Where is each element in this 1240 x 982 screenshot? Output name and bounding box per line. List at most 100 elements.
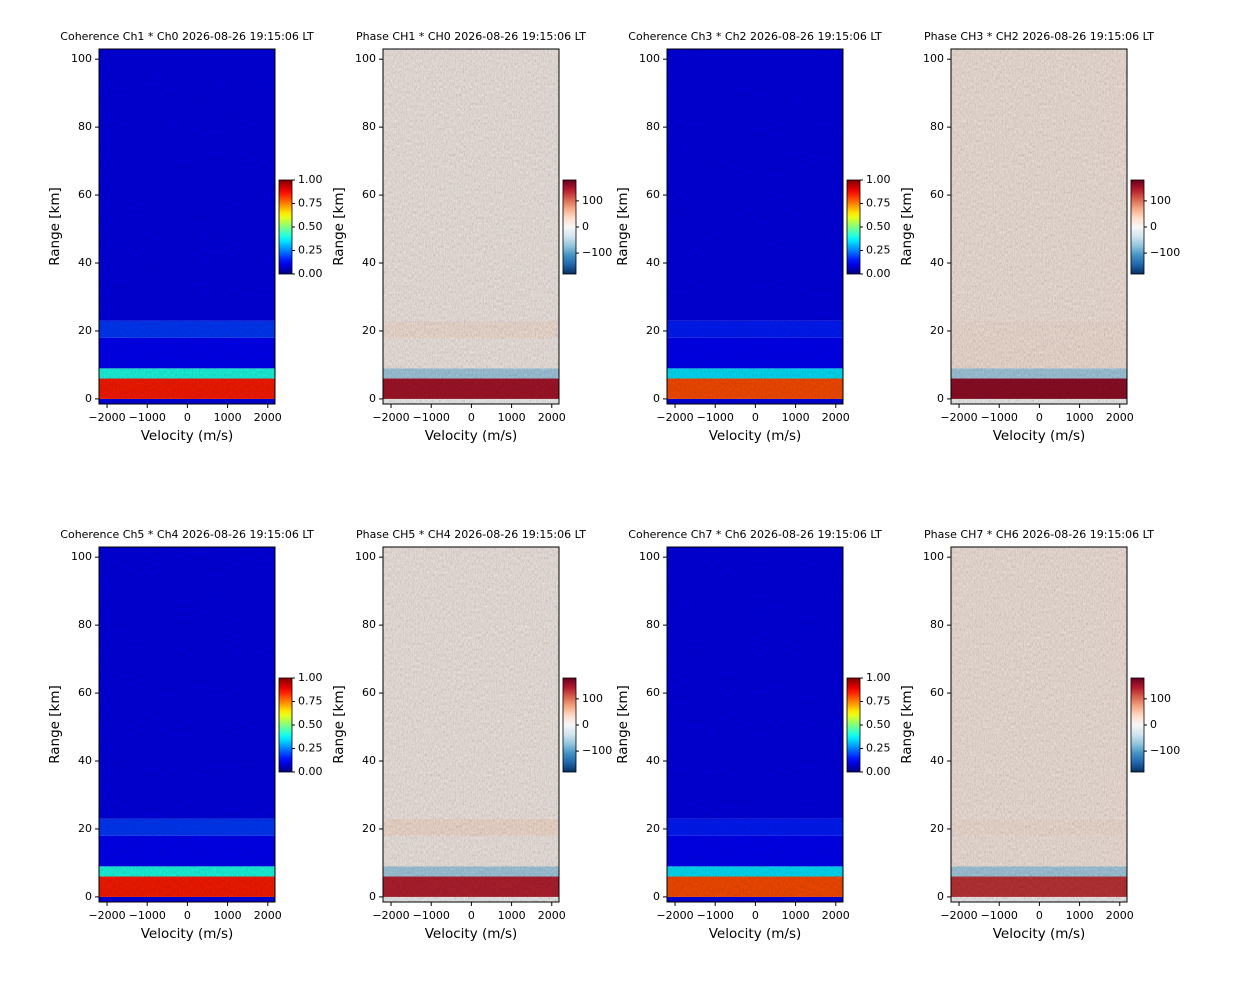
- colorbar-tick-label: 1.00: [298, 173, 323, 186]
- colorbar-tick-label: 0: [1150, 220, 1157, 233]
- x-tick-label: 0: [1036, 909, 1043, 922]
- y-tick-label: 80: [930, 120, 944, 133]
- colorbar-tick-label: 0: [582, 718, 589, 731]
- colorbar-tick-label: 100: [1150, 194, 1171, 207]
- x-tick-label: −1000: [413, 909, 450, 922]
- y-tick-label: 100: [639, 550, 660, 563]
- x-tick-label: 2000: [1106, 909, 1134, 922]
- x-axis-label: Velocity (m/s): [425, 428, 518, 444]
- colorbar-tick-label: 0.75: [866, 695, 891, 708]
- colorbar-tick-label: 0.00: [866, 765, 891, 778]
- x-tick-label: 0: [468, 411, 475, 424]
- x-tick-label: 2000: [254, 411, 282, 424]
- y-tick-label: 100: [355, 550, 376, 563]
- x-tick-label: 0: [752, 909, 759, 922]
- x-axis-label: Velocity (m/s): [425, 926, 518, 942]
- y-tick-label: 60: [646, 188, 660, 201]
- x-tick-label: 1000: [498, 411, 526, 424]
- y-tick-label: 60: [362, 686, 376, 699]
- y-tick-label: 80: [78, 618, 92, 631]
- x-tick-label: −2000: [656, 909, 693, 922]
- y-tick-label: 40: [646, 754, 660, 767]
- x-tick-label: 1000: [214, 909, 242, 922]
- y-tick-label: 20: [646, 324, 660, 337]
- y-tick-label: 0: [85, 890, 92, 903]
- y-tick-label: 20: [362, 324, 376, 337]
- y-tick-label: 60: [930, 188, 944, 201]
- colorbar-tick-label: 0.75: [298, 197, 323, 210]
- y-tick-label: 100: [923, 52, 944, 65]
- colorbar-tick-label: 0.50: [866, 718, 891, 731]
- x-tick-label: 0: [752, 411, 759, 424]
- colorbar-tick-label: −100: [1150, 246, 1180, 259]
- x-tick-label: −2000: [372, 909, 409, 922]
- panel-title: Coherence Ch1 * Ch0 2026-08-26 19:15:06 …: [60, 30, 314, 43]
- y-axis-label: Range [km]: [615, 187, 631, 266]
- panel: Phase CH7 * CH6 2026-08-26 19:15:06 LT −2…: [899, 528, 1180, 942]
- colorbar-tick-label: 0.25: [298, 244, 323, 257]
- panel: Phase CH5 * CH4 2026-08-26 19:15:06 LT −2…: [331, 528, 612, 942]
- panel: Phase CH1 * CH0 2026-08-26 19:15:06 LT −2…: [331, 30, 612, 444]
- colorbar-tick-label: 0.50: [298, 220, 323, 233]
- texture: [951, 547, 1127, 902]
- y-tick-label: 40: [646, 256, 660, 269]
- panel: Phase CH3 * CH2 2026-08-26 19:15:06 LT −2…: [899, 30, 1180, 444]
- x-tick-label: −2000: [656, 411, 693, 424]
- colorbar-tick-label: 0: [582, 220, 589, 233]
- x-tick-label: −1000: [129, 411, 166, 424]
- texture: [99, 49, 275, 404]
- x-tick-label: 2000: [254, 909, 282, 922]
- colorbar: [278, 677, 293, 773]
- y-tick-label: 20: [930, 324, 944, 337]
- colorbar-tick-label: 0.00: [298, 765, 323, 778]
- colorbar-tick-label: 0: [1150, 718, 1157, 731]
- x-tick-label: 2000: [822, 411, 850, 424]
- colorbar: [1130, 179, 1145, 275]
- x-tick-label: 0: [184, 411, 191, 424]
- x-axis-label: Velocity (m/s): [709, 428, 802, 444]
- y-tick-label: 60: [78, 686, 92, 699]
- x-tick-label: 2000: [822, 909, 850, 922]
- x-tick-label: 1000: [782, 909, 810, 922]
- texture: [383, 547, 559, 902]
- y-tick-label: 20: [78, 324, 92, 337]
- x-tick-label: −1000: [981, 909, 1018, 922]
- colorbar: [1130, 677, 1145, 773]
- x-tick-label: −1000: [129, 909, 166, 922]
- texture: [383, 49, 559, 404]
- y-axis-label: Range [km]: [331, 685, 347, 764]
- y-tick-label: 40: [78, 256, 92, 269]
- colorbar-tick-label: 0.25: [298, 742, 323, 755]
- y-tick-label: 40: [78, 754, 92, 767]
- y-axis-label: Range [km]: [615, 685, 631, 764]
- y-tick-label: 80: [646, 618, 660, 631]
- x-axis-label: Velocity (m/s): [141, 428, 234, 444]
- y-tick-label: 100: [923, 550, 944, 563]
- colorbar-tick-label: 0.25: [866, 244, 891, 257]
- colorbar-tick-label: 0.50: [866, 220, 891, 233]
- y-tick-label: 0: [85, 392, 92, 405]
- y-tick-label: 60: [930, 686, 944, 699]
- texture: [951, 49, 1127, 404]
- y-tick-label: 0: [369, 890, 376, 903]
- x-axis-label: Velocity (m/s): [709, 926, 802, 942]
- colorbar-tick-label: 1.00: [298, 671, 323, 684]
- texture: [667, 547, 843, 902]
- x-tick-label: −1000: [697, 909, 734, 922]
- x-tick-label: −1000: [981, 411, 1018, 424]
- y-tick-label: 20: [930, 822, 944, 835]
- y-tick-label: 100: [71, 52, 92, 65]
- x-tick-label: 1000: [782, 411, 810, 424]
- y-axis-label: Range [km]: [899, 187, 915, 266]
- x-tick-label: 1000: [1066, 909, 1094, 922]
- y-tick-label: 20: [78, 822, 92, 835]
- x-tick-label: −1000: [413, 411, 450, 424]
- x-tick-label: 2000: [538, 909, 566, 922]
- x-tick-label: 0: [1036, 411, 1043, 424]
- panel-title: Coherence Ch3 * Ch2 2026-08-26 19:15:06 …: [628, 30, 882, 43]
- y-tick-label: 40: [362, 256, 376, 269]
- y-tick-label: 100: [355, 52, 376, 65]
- colorbar: [562, 677, 577, 773]
- x-tick-label: 1000: [498, 909, 526, 922]
- colorbar-tick-label: 0.25: [866, 742, 891, 755]
